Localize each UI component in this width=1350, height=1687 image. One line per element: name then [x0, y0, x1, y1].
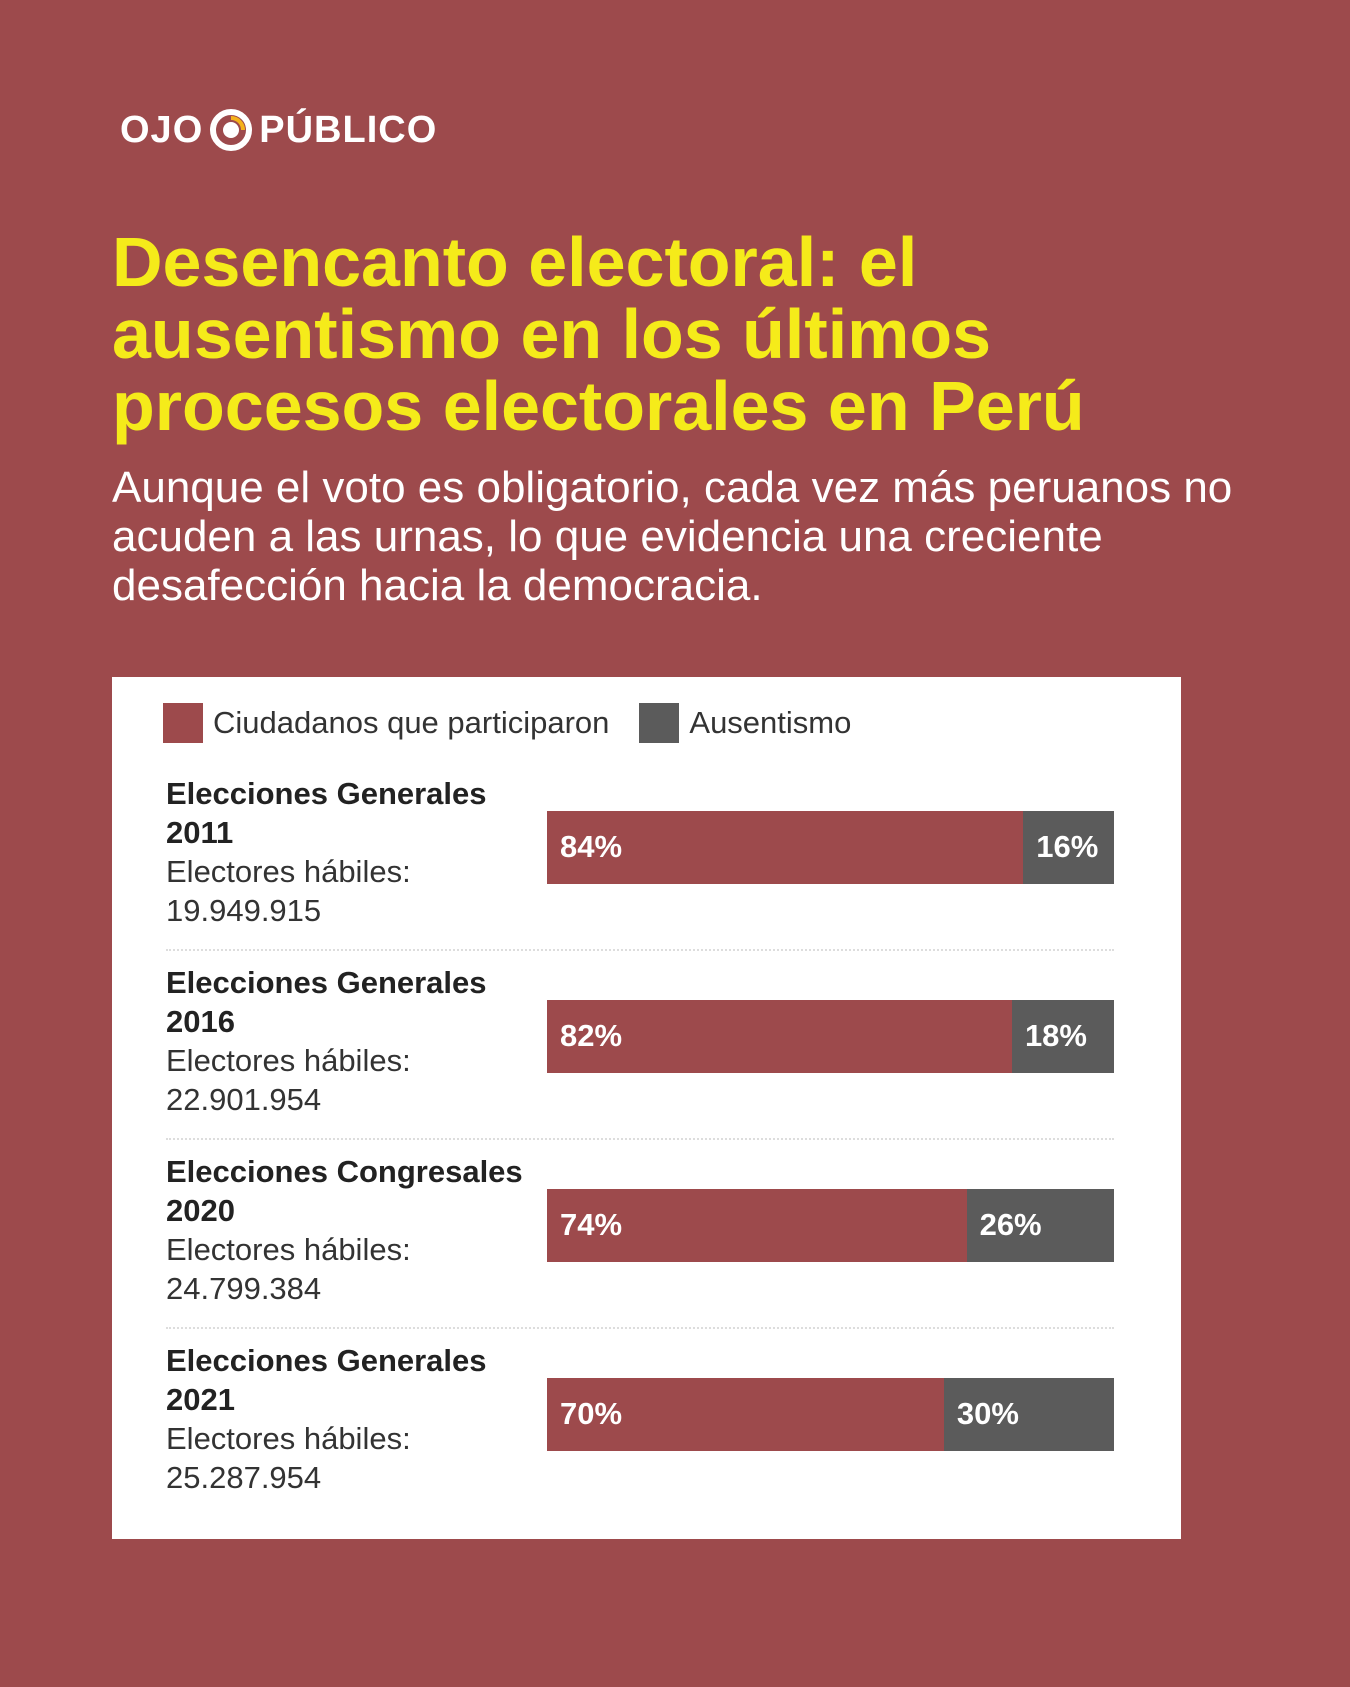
bar-segment-participation: 82%	[547, 1000, 1012, 1073]
legend-item-absenteeism: Ausentismo	[639, 703, 851, 743]
electores-label: Electores hábiles:	[166, 1232, 411, 1267]
brand-logo: OJO PÚBLICO	[120, 108, 437, 152]
legend-item-participation: Ciudadanos que participaron	[163, 703, 609, 743]
data-label: 70%	[560, 1396, 623, 1431]
bar-segment-absenteeism: 16%	[1023, 811, 1114, 884]
data-label: 18%	[1024, 1018, 1087, 1053]
row-divider	[166, 949, 1114, 951]
stacked-bar: 84% 16%	[547, 811, 1114, 884]
electores-value: 22.901.954	[166, 1082, 322, 1117]
data-label: 82%	[560, 1018, 623, 1053]
chart-legend: Ciudadanos que participaron Ausentismo	[163, 703, 881, 743]
bar-segment-absenteeism: 18%	[1011, 1000, 1114, 1073]
election-year: 2016	[166, 1004, 235, 1039]
data-label: 30%	[956, 1396, 1019, 1431]
data-label: 26%	[979, 1207, 1042, 1242]
eye-logo-icon	[210, 109, 253, 151]
electores-label: Electores hábiles:	[166, 854, 411, 889]
row-label: Elecciones Congresales 2020 Electores hábi…	[166, 1152, 546, 1308]
data-label: 74%	[560, 1207, 623, 1242]
stacked-bar: 74% 26%	[547, 1189, 1114, 1262]
bar-segment-participation: 84%	[547, 811, 1024, 884]
legend-label-participation: Ciudadanos que participaron	[213, 705, 610, 740]
election-name: Elecciones Generales	[166, 1343, 487, 1378]
electores-label: Electores hábiles:	[166, 1421, 411, 1456]
election-year: 2020	[166, 1193, 235, 1228]
legend-swatch-absenteeism	[639, 703, 680, 743]
chart-row: Elecciones Generales 2016 Electores hábile…	[112, 963, 1181, 1153]
stacked-bar: 70% 30%	[547, 1378, 1114, 1451]
brand-left: OJO	[120, 108, 204, 151]
bar-segment-participation: 74%	[547, 1189, 967, 1262]
chart-row: Elecciones Congresales 2020 Electores hábi…	[112, 1152, 1181, 1342]
row-divider	[166, 1327, 1114, 1329]
election-year: 2011	[166, 815, 234, 850]
page-title: Desencanto electoral: el ausentismo en l…	[112, 223, 1085, 445]
bar-segment-absenteeism: 30%	[943, 1378, 1114, 1451]
election-year: 2021	[166, 1382, 235, 1417]
electores-label: Electores hábiles:	[166, 1043, 411, 1078]
legend-swatch-participation	[163, 703, 203, 743]
chart-row: Elecciones Generales 2021 Electores hábile…	[112, 1341, 1181, 1531]
row-divider	[166, 1138, 1114, 1140]
electores-value: 25.287.954	[166, 1460, 322, 1495]
row-label: Elecciones Generales 2016 Electores hábile…	[166, 963, 546, 1119]
election-name: Elecciones Congresales	[166, 1154, 523, 1189]
election-name: Elecciones Generales	[166, 776, 487, 811]
electores-value: 24.799.384	[166, 1271, 322, 1306]
legend-label-absenteeism: Ausentismo	[689, 705, 852, 740]
data-label: 16%	[1036, 829, 1099, 864]
chart-card: Ciudadanos que participaron Ausentismo E…	[112, 677, 1181, 1539]
brand-right: PÚBLICO	[259, 108, 438, 151]
election-name: Elecciones Generales	[166, 965, 487, 1000]
chart-row: Elecciones Generales 2011 Electores hábile…	[112, 774, 1181, 964]
row-label: Elecciones Generales 2021 Electores hábile…	[166, 1341, 546, 1497]
stacked-bar: 82% 18%	[547, 1000, 1114, 1073]
bar-segment-participation: 70%	[547, 1378, 944, 1451]
bar-segment-absenteeism: 26%	[966, 1189, 1114, 1262]
row-label: Elecciones Generales 2011 Electores hábile…	[166, 774, 546, 930]
chart-rows: Elecciones Generales 2011 Electores hábile…	[112, 677, 1181, 1539]
electores-value: 19.949.915	[166, 893, 322, 928]
data-label: 84%	[560, 829, 623, 864]
page-subtitle: Aunque el voto es obligatorio, cada vez …	[112, 463, 1233, 610]
